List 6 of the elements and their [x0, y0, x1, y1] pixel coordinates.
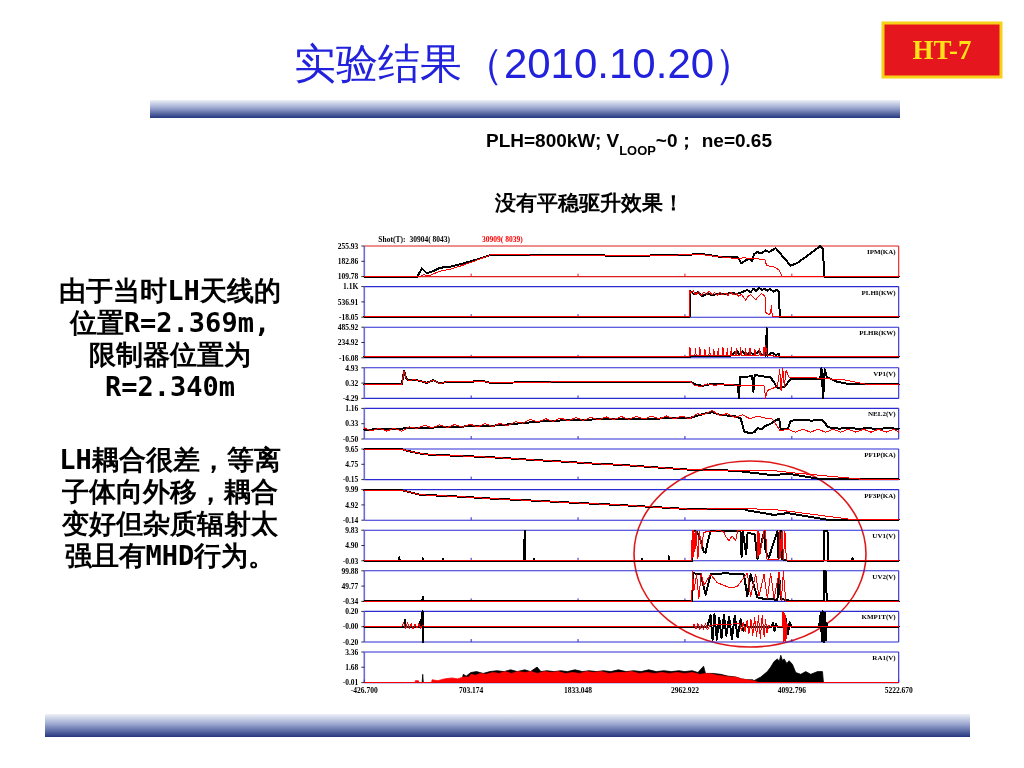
- text: 没有平稳驱升效果！: [493, 191, 684, 214]
- text: 实验结果（2010.10.20）: [293, 40, 757, 87]
- text: 由于当时LH天线的位置R=2.369m,限制器位置为R=2.340m: [59, 275, 281, 402]
- text: LH耦合很差，等离子体向外移，耦合变好但杂质辐射太强且有MHD行为。: [59, 444, 281, 571]
- text: PLH=800kW; V$_{LOOP}$~0； ne=0.65: [485, 130, 773, 158]
- text: HT-7: [912, 35, 972, 65]
